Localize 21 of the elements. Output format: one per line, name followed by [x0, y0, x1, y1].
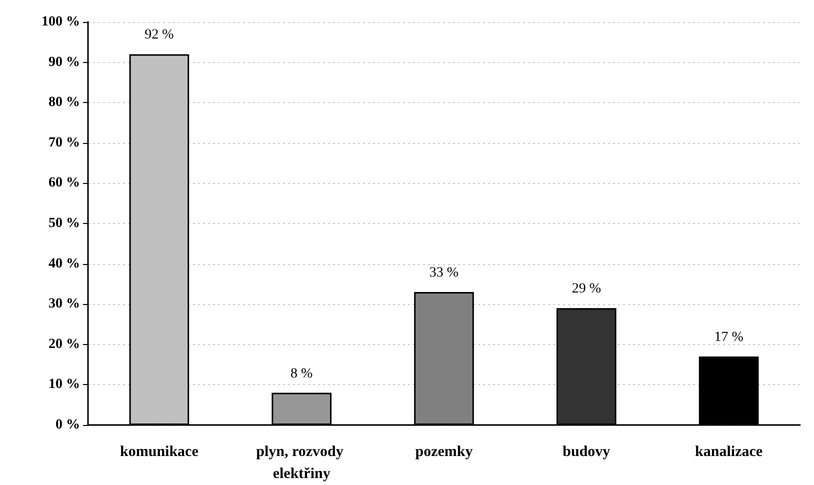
y-tick-label: 60 %: [48, 176, 80, 191]
x-tick-label: budovy: [562, 444, 611, 460]
x-tick-label: komunikace: [120, 444, 199, 460]
data-label: 33 %: [429, 266, 459, 281]
y-tick-label: 40 %: [48, 256, 80, 272]
y-tick-label: 50 %: [48, 216, 80, 231]
x-tick-label: kanalizace: [695, 444, 763, 460]
y-tick-label: 0 %: [56, 418, 80, 432]
y-tick-label: 70 %: [48, 135, 80, 150]
y-tick-label: 30 %: [48, 296, 80, 312]
data-label: 29 %: [572, 282, 602, 297]
y-tick-label: 90 %: [48, 54, 80, 70]
y-tick-label: 10 %: [48, 377, 80, 392]
data-label: 17 %: [714, 330, 744, 345]
y-tick-label: 100 %: [42, 14, 80, 30]
data-label: 92 %: [144, 28, 174, 43]
x-tick-label: plyn, rozvody elektřiny: [256, 444, 348, 482]
y-tick-label: 80 %: [48, 95, 80, 110]
x-tick-label: pozemky: [415, 444, 474, 460]
y-tick-label: 20 %: [48, 336, 80, 352]
data-label: 8 %: [290, 366, 314, 382]
